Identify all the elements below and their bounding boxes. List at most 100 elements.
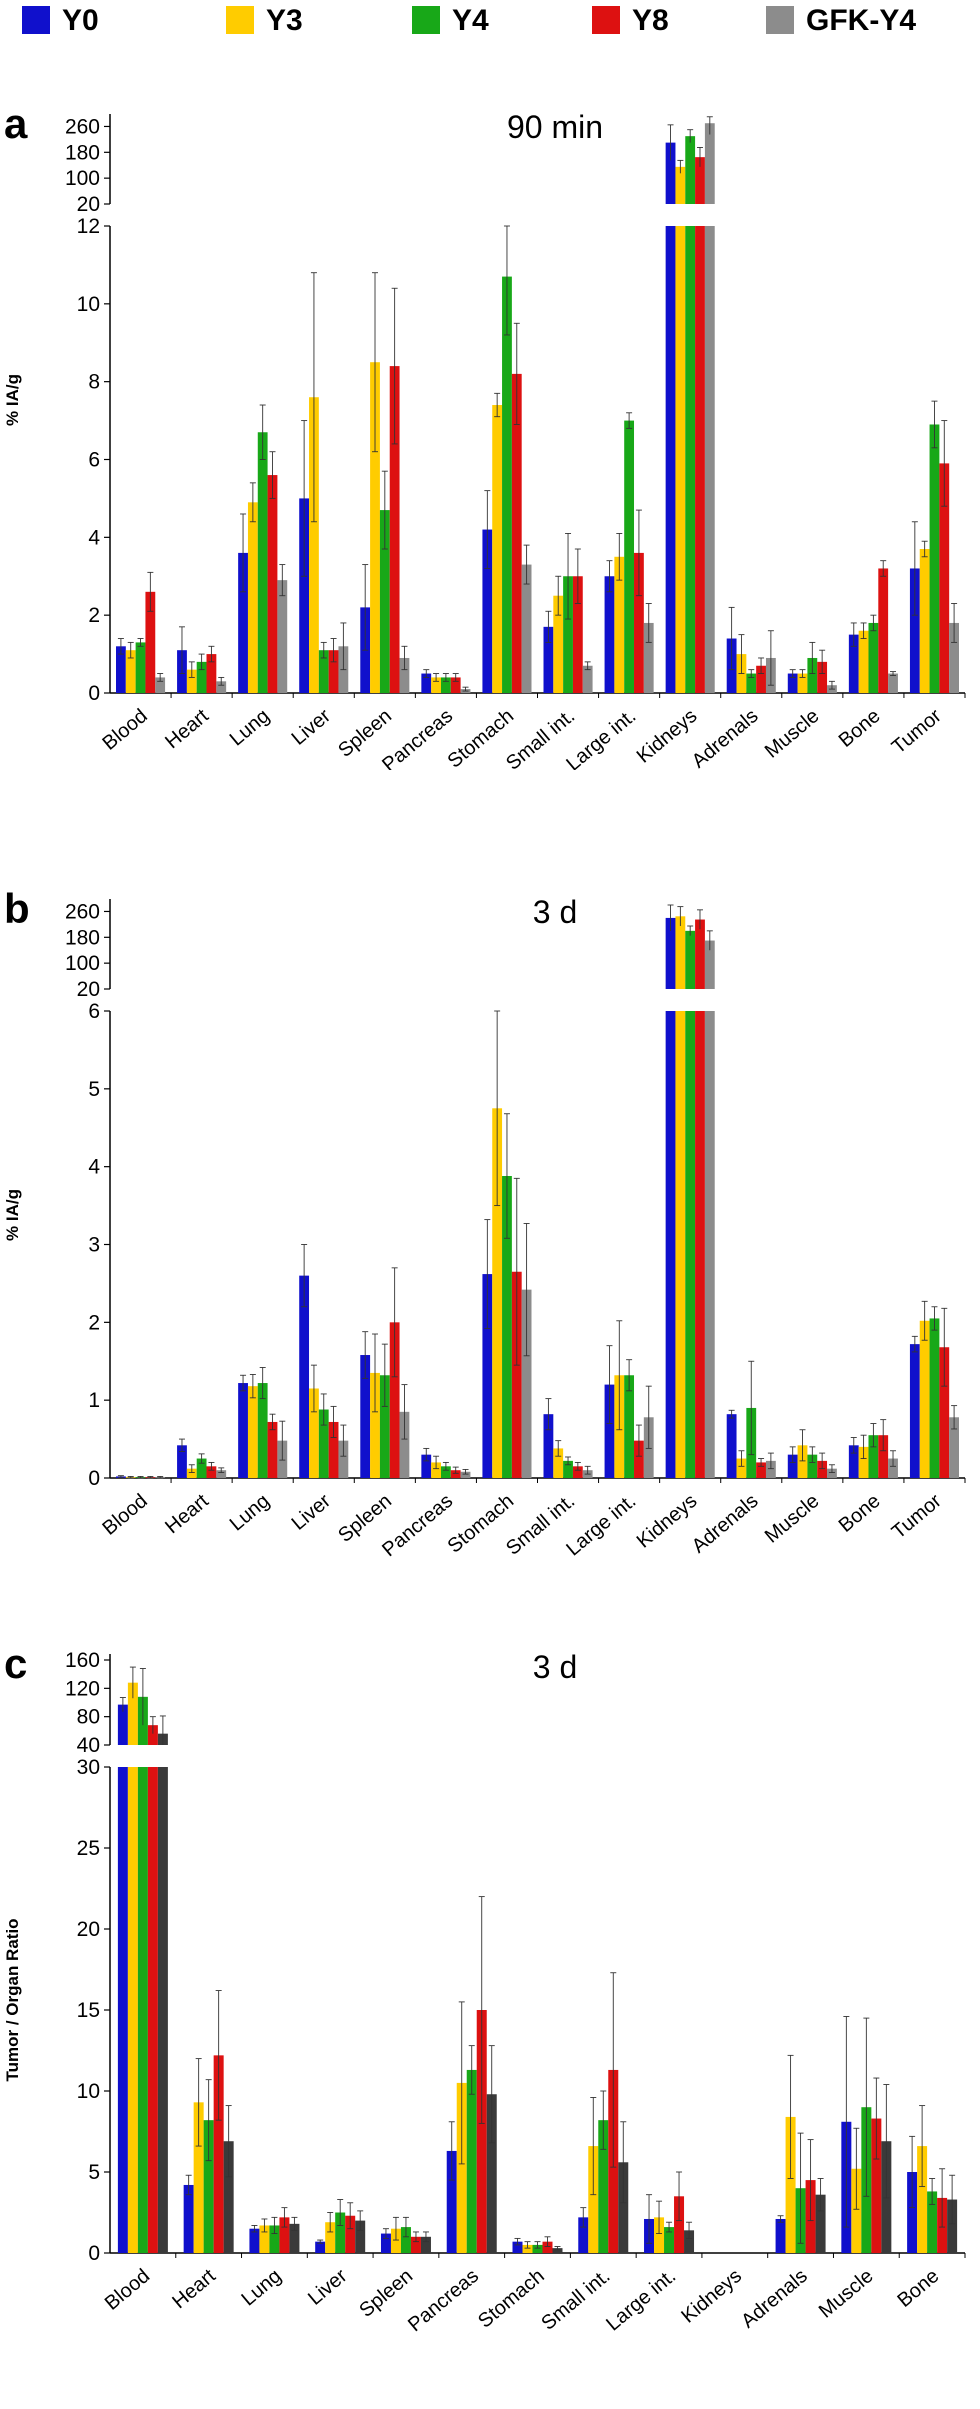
panel-a-lower-tick-label: 12 [77,215,100,238]
panel-c-lower-tick-label: 15 [77,1999,100,2022]
panel-b-bar-y8-lung [267,1421,278,1478]
panel-a-bar-y8-large-int [634,552,644,693]
panel-a-category-label-blood: Blood [98,705,151,755]
panel-a-bar-y8-bone [878,568,889,693]
panel-a-category-label-adrenals: Adrenals [688,705,763,770]
panel-b-lower-tick-label: 2 [88,1311,100,1334]
panel-b-category-label-blood: Blood [98,1490,151,1540]
panel-c-bar-gfk-y4-bone [947,2199,958,2253]
panel-c-bar-y8-stomach [542,2241,553,2253]
legend-swatch-y0 [22,6,50,34]
panel-c-bar-gfk-y4-heart [223,2141,234,2253]
panel-c-bar-y0-heart [183,2184,194,2253]
panel-b-category-label-lung: Lung [226,1490,274,1535]
panel-a-bar-y4-blood [135,642,146,693]
panel-c-lower-tick-label: 5 [88,2161,100,2184]
panel-a-lower-tick-label: 0 [88,682,100,705]
panel-b-category-label-heart: Heart [161,1490,213,1539]
panel-c-lower-tick-label: 20 [77,1918,100,1941]
panel-a-bar-y3-large-int [614,556,625,693]
panel-b-lower-tick-label: 6 [88,1000,100,1023]
panel-b-bar-y3-tumor [919,1320,930,1478]
panel-b-category-label-large-int: Large int. [562,1490,640,1560]
panel-b-upper-tick-label: 180 [65,926,100,949]
panel-c-bar-gfk-y4-large-int [684,2230,695,2253]
panel-a-bar-y4-heart [196,661,207,693]
panel-c-category-label-lung: Lung [237,2265,285,2310]
panel-a-bar-y0-liver [299,498,310,693]
panel-c-bar-y3-spleen [390,2228,401,2253]
panel-b-bar-y8-small-int [572,1466,583,1478]
panel-b-upper-tick-label: 260 [65,900,100,923]
panel-b-bar-gfk-y4-liver [338,1440,349,1478]
panel-a-lower-tick-label: 10 [77,293,100,316]
panel-b-upper-tick-label: 100 [65,952,100,975]
panel-c-category-label-liver: Liver [304,2265,352,2310]
panel-c-bar-y3-heart [193,2102,204,2253]
panel-b-bar-y4-large-int [624,1375,635,1478]
panel-a-upper-tick-label: 260 [65,115,100,138]
panel-c-category-label-large-int: Large int. [602,2265,680,2335]
panel-a-bar-y8-muscle [817,661,828,693]
panel-b-bar-y8-kidneys [695,1011,705,1478]
panel-b-bar-y4-tumor [929,1318,940,1478]
panel-b-bar-y8-stomach [511,1271,522,1478]
panel-a-bar-y3-kidneys-upper [675,166,686,204]
panel-a-bar-y0-blood [116,646,126,693]
panel-b-bar-y8-muscle [817,1460,828,1478]
panel-a-bar-y4-liver [318,650,329,693]
panel-a-bar-y8-pancreas [450,677,461,693]
panel-b-lower-tick-label: 3 [88,1234,100,1257]
panel-a-category-label-heart: Heart [161,705,213,754]
panel-b-category-label-liver: Liver [288,1490,336,1535]
panel-b-bar-y3-bone [858,1446,869,1478]
panel-a-bar-y8-adrenals [756,665,766,693]
panel-b-lower-tick-label: 1 [88,1389,100,1412]
panel-b-bar-y0-muscle [787,1454,798,1478]
panel-a-bar-y0-large-int [604,576,615,693]
panel-c-lower-tick-label: 0 [88,2242,100,2265]
panel-c-bar-y8-spleen [410,2236,421,2253]
panel-c-ylabel: Tumor / Organ Ratio [3,1918,22,2081]
panel-b-letter: b [4,885,30,932]
panel-c-bar-y4-liver [335,2212,346,2253]
panel-c-upper-tick-label: 40 [77,1734,100,1757]
panel-a-bar-gfk-y4-heart [216,681,227,693]
panel-b-bar-y3-stomach [492,1108,503,1478]
panel-c-bar-y4-spleen [400,2227,411,2253]
panel-a-bar-y4-stomach [502,276,512,693]
panel-c-title: 3 d [533,1649,577,1685]
panel-b-bar-y3-kidneys-upper [675,916,686,989]
panel-b-bar-y0-bone [848,1445,859,1478]
panel-a-bar-y0-pancreas [421,673,432,693]
panel-c-bar-y4-pancreas [466,2069,477,2253]
legend-item-y3: Y3 [226,4,303,37]
panel-a-bar-gfk-y4-lung [277,580,288,693]
panel-b-bar-y4-muscle [807,1454,818,1478]
panel-b-bar-gfk-y4-heart [216,1470,227,1478]
panel-a-bar-y4-pancreas [440,677,451,693]
panel-a-category-label-tumor: Tumor [888,705,946,759]
panel-a-chart: a 90 min % IA/g 20 100 180 260 0 2 4 6 8 10 12 Blood He… [3,100,966,770]
panel-a-title: 90 min [507,109,603,145]
legend-swatch-y4 [412,6,440,34]
legend-label-y4: Y4 [452,4,489,37]
legend-item-y0: Y0 [22,4,99,37]
panel-a-bar-y8-lung [267,475,278,693]
panel-c-bar-y8-muscle [871,2118,882,2253]
panel-b-bar-gfk-y4-adrenals [765,1460,776,1478]
panel-c-letter: c [4,1640,27,1687]
panel-b-category-label-bone: Bone [835,1490,885,1537]
panel-c-bar-y3-pancreas [456,2082,467,2253]
panel-b-bar-y4-stomach [502,1176,512,1478]
panel-b-bar-y3-adrenals [736,1458,747,1478]
panel-a-bar-y0-small-int [543,626,554,693]
panel-a-bar-y0-lung [238,552,248,693]
panel-a-bar-y4-small-int [563,576,573,693]
panel-a-bar-y8-stomach [511,373,522,693]
panel-b-lower-tick-label: 5 [88,1078,100,1101]
panel-a-category-label-liver: Liver [288,705,336,750]
panel-c-bar-y8-liver [345,2215,356,2253]
panel-b-ylabel: % IA/g [3,1189,22,1241]
panel-c-bar-y3-blood-upper [127,1682,138,1745]
